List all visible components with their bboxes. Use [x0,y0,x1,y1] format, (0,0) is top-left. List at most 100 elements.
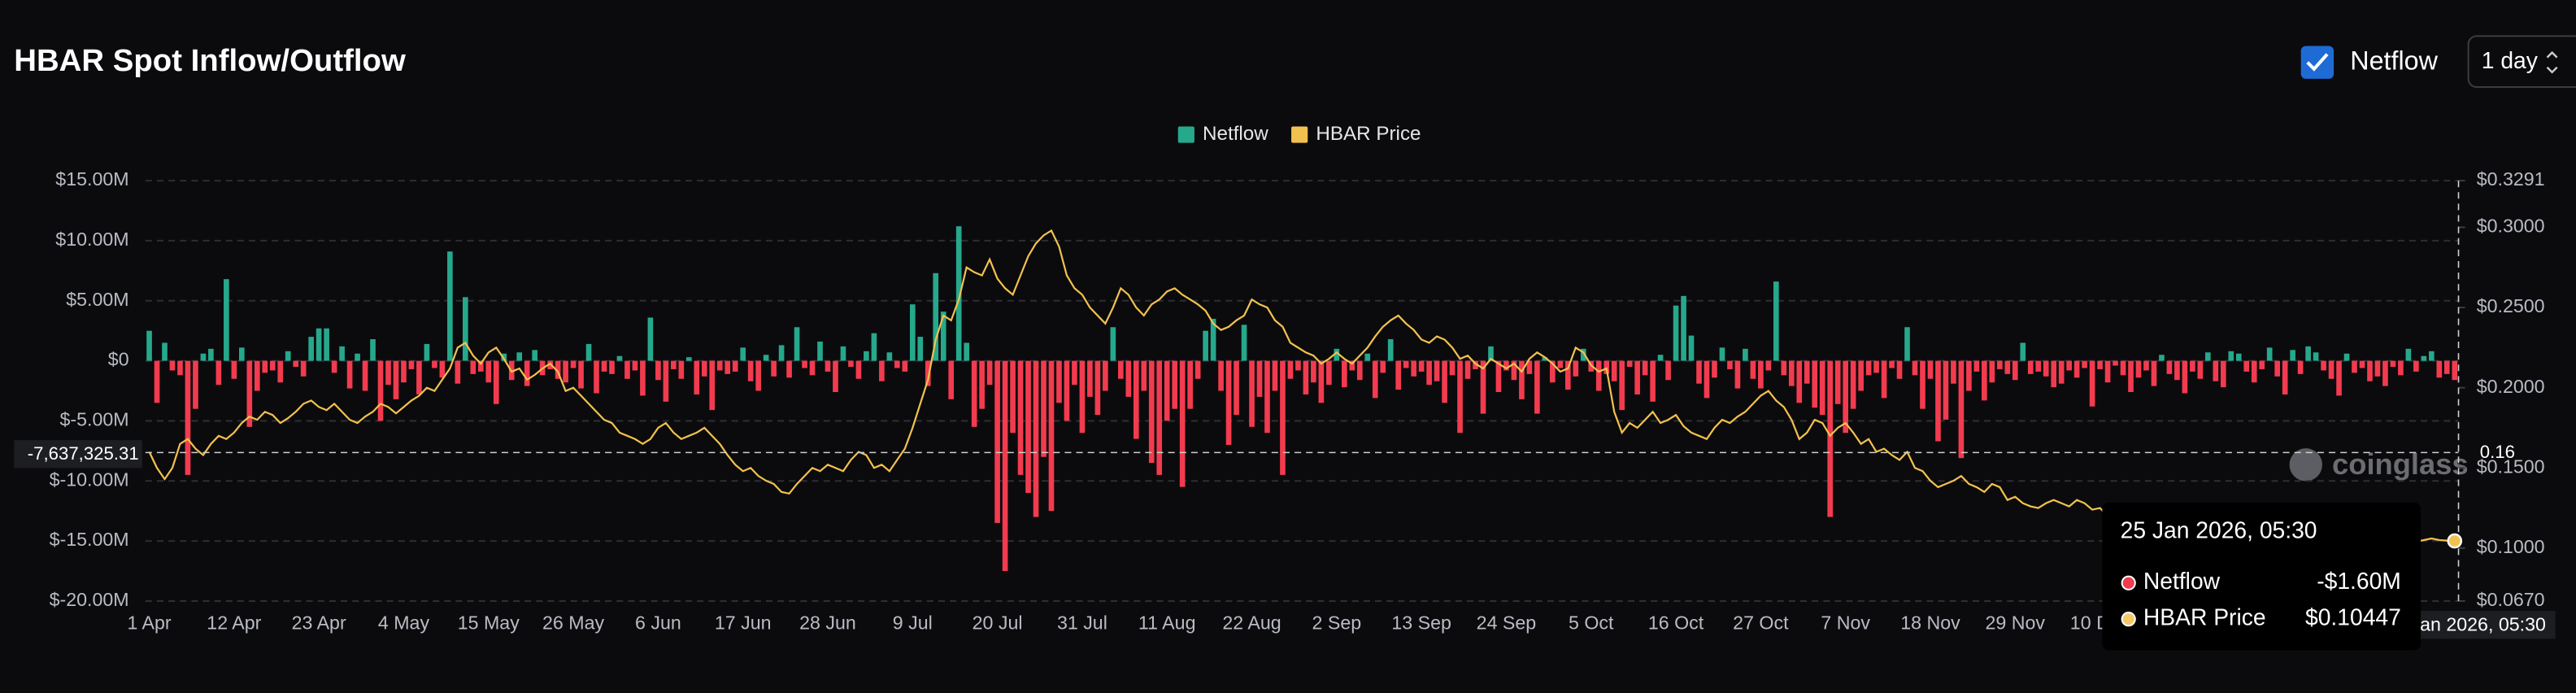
bar [1311,360,1316,383]
legend-label: Netflow [1203,123,1268,145]
bar [532,350,537,361]
bar [2104,360,2111,383]
bar [1017,360,1024,475]
bar [1526,360,1533,374]
bar [933,272,939,361]
bar [1881,360,1887,399]
bar [833,360,838,392]
bar [1418,360,1425,372]
bar [2235,353,2242,361]
bar [2313,352,2319,361]
bar [2421,355,2427,361]
y2-tick-label: $0.2000 [2477,376,2545,397]
bar [632,360,638,371]
bar [902,360,908,372]
bar [2020,342,2026,361]
bar [1356,360,1363,381]
bar [1172,360,1178,409]
page-title: HBAR Spot Inflow/Outflow [14,43,406,78]
bar [2143,360,2149,371]
bar [1041,360,1046,457]
bar [1334,348,1340,361]
bar [2259,360,2265,369]
bar [909,304,916,361]
interval-select[interactable]: 1 day [2467,35,2576,89]
bar [463,297,468,361]
bar [894,360,900,368]
bar [2035,360,2042,372]
bar [2297,360,2304,374]
bar [1734,360,1741,389]
tooltip-row-value: -$1.60M [2317,568,2401,594]
bar [315,328,322,361]
y-tick-label: $-10.00M [50,469,129,490]
bar [447,251,453,361]
x-tick-label: 29 Nov [1986,612,2046,633]
tooltip-box [2102,502,2422,651]
bar [2352,360,2357,373]
bar [2174,360,2180,381]
bar [1966,360,1972,391]
bar [1103,360,1108,391]
checkbox-check [2306,53,2329,72]
bar [1573,360,1579,377]
bar [2398,360,2404,376]
bar [2405,348,2412,361]
bar [1064,360,1070,421]
bar [1850,360,1856,409]
tooltip-dot [2121,575,2136,591]
bar [685,357,692,361]
bar [701,360,707,377]
bar [285,351,291,361]
bar [555,360,561,379]
bar [277,360,284,383]
select-value[interactable]: 1 day [2482,47,2539,73]
bar [1804,360,1810,384]
bar [1920,360,1925,409]
bar [1133,360,1139,439]
bar [1218,360,1224,391]
bar [2436,360,2443,378]
bar [1464,360,1471,379]
price-line [148,229,2455,543]
bar [1889,360,1895,368]
bar [1796,360,1803,403]
bar [1179,360,1186,487]
bar [1125,360,1132,397]
x-tick-label: 6 Jun [635,612,681,633]
bar [563,360,568,383]
bar [1072,360,1077,386]
bar [601,360,607,372]
bar [355,353,360,361]
bar [331,360,337,373]
bar [840,346,846,361]
checkbox-box[interactable] [2300,46,2334,79]
bar [455,360,461,384]
bar [1442,360,1447,403]
bar [964,342,969,361]
x-tick-label: 4 May [378,612,430,633]
crosshair-y-label: -7,637,325.31 [28,443,139,464]
x-tick-label: 20 Jul [973,612,1023,633]
bar [1688,335,1695,361]
bar [1681,295,1686,361]
select-box[interactable] [2467,35,2576,89]
bar [208,348,214,361]
x-tick-label: 12 Apr [207,612,261,633]
legend-swatch [1291,126,1308,143]
bar [763,355,769,361]
bar [1280,360,1286,475]
netflow-checkbox[interactable]: Netflow [2300,46,2439,79]
bar [755,360,761,391]
checkbox-label[interactable]: Netflow [2350,46,2438,75]
bar [955,226,962,361]
bar [493,360,499,404]
bar [1943,360,1949,420]
bar [254,360,260,391]
bar [1395,360,1402,390]
bar [747,360,754,381]
bar [169,360,176,371]
bar [2197,360,2204,379]
bar [771,360,777,377]
